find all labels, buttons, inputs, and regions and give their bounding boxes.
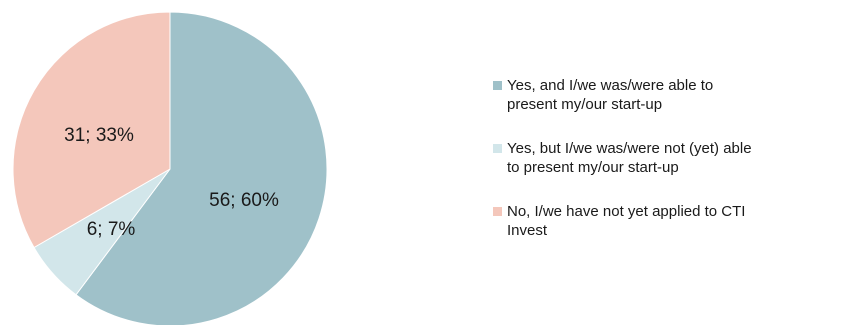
legend-swatch-2: [493, 144, 502, 153]
pie-slice-1: [75, 11, 328, 325]
legend-label-2-line-2: to present my/our start-up: [507, 159, 679, 176]
pie-slice-3: [12, 11, 171, 249]
legend-label-3-line-1: No, I/we have not yet applied to CTI: [507, 203, 745, 220]
slice-data-label-1: 56; 60%: [209, 190, 279, 211]
legend-swatch-3: [493, 207, 502, 216]
pie-slices: [12, 11, 328, 325]
slice-data-label-2: 6; 7%: [87, 219, 136, 240]
legend-label-2-line-1: Yes, but I/we was/were not (yet) able: [507, 140, 752, 157]
legend-item-1: Yes, and I/we was/were able to present my…: [493, 77, 713, 113]
legend-item-3: No, I/we have not yet applied to CTI Inve…: [493, 203, 745, 239]
pie-slice-labels: 56; 60% 6; 7% 31; 33%: [64, 125, 279, 240]
legend: Yes, and I/we was/were able to present my…: [493, 77, 752, 239]
legend-item-2: Yes, but I/we was/were not (yet) able to …: [493, 140, 752, 176]
legend-swatch-1: [493, 81, 502, 90]
slice-data-label-3: 31; 33%: [64, 125, 134, 146]
legend-label-3-line-2: Invest: [507, 222, 548, 239]
legend-label-1-line-2: present my/our start-up: [507, 96, 662, 113]
legend-label-1-line-1: Yes, and I/we was/were able to: [507, 77, 713, 94]
